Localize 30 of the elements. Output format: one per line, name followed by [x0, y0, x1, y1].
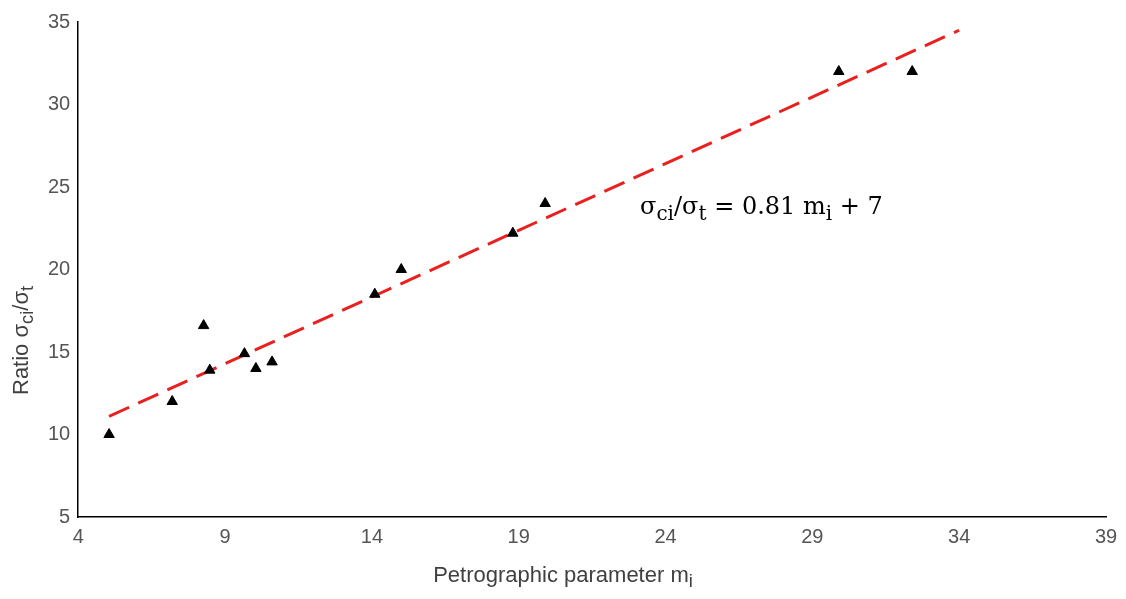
y-tick-label: 5 [59, 504, 71, 527]
point [166, 395, 178, 405]
point [507, 226, 519, 237]
y-tick-label: 20 [48, 257, 71, 280]
point [250, 362, 262, 372]
point [197, 319, 210, 330]
point [238, 347, 251, 358]
x-tick-label: 19 [507, 524, 530, 547]
x-tick-label: 4 [72, 524, 84, 547]
x-tick-label: 39 [1094, 524, 1118, 547]
y-tick-label: 10 [48, 422, 71, 445]
y-tick-label: 35 [48, 9, 71, 32]
x-tick-label: 29 [801, 524, 824, 547]
x-tick-label: 14 [360, 524, 384, 547]
x-tick-label: 9 [219, 524, 231, 547]
y-tick-label: 15 [48, 339, 71, 362]
x-tick-label: 24 [654, 524, 677, 547]
point [906, 65, 918, 75]
point [103, 428, 115, 438]
point [833, 65, 845, 75]
y-tick-label: 30 [48, 92, 71, 115]
x-axis-title: Petrographic parameter m$_{i}$ [432, 562, 694, 593]
y-tick-label: 25 [48, 174, 71, 197]
point [266, 355, 278, 366]
point [369, 287, 381, 298]
point [395, 263, 407, 273]
annotation: σ$_{ci}$/σ$_{t}$ = 0.81 m$_{i}$ + 7 [640, 192, 883, 225]
point [204, 363, 216, 374]
point [539, 197, 551, 207]
x-tick-label: 34 [948, 524, 971, 547]
